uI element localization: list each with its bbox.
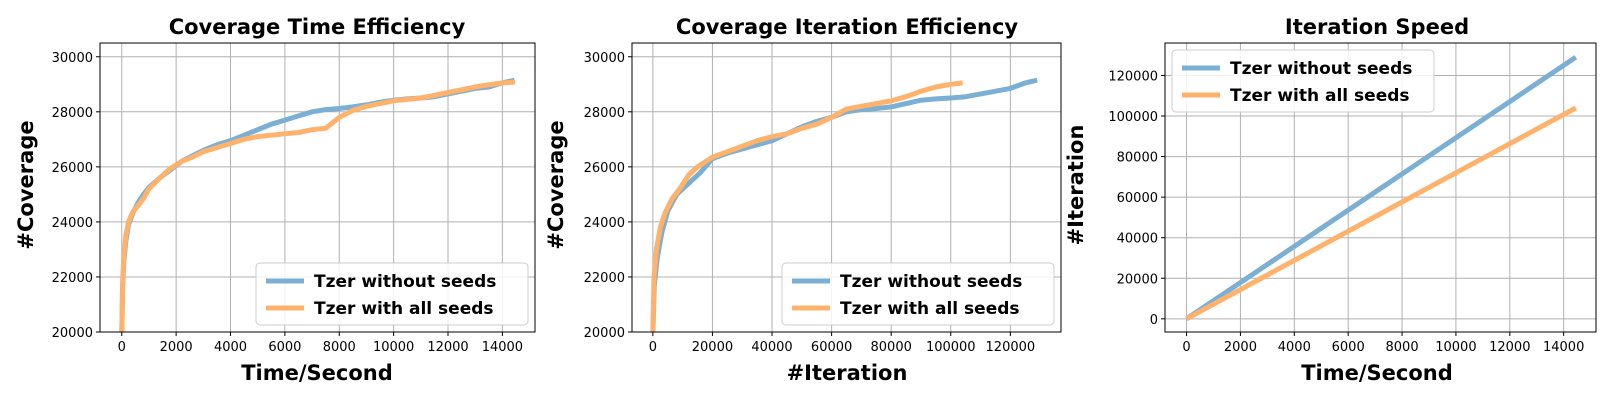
x-tick-label: 12000 [1489, 340, 1530, 355]
y-tick-label: 20000 [1117, 272, 1158, 287]
y-tick-label: 30000 [584, 51, 625, 66]
legend-label-1: Tzer without seeds [314, 272, 496, 292]
chart-title: Iteration Speed [1285, 15, 1469, 39]
y-tick-label: 26000 [584, 161, 625, 176]
legend-box [1171, 49, 1435, 113]
y-tick-label: 22000 [584, 271, 625, 286]
y-axis-label: #Coverage [544, 120, 568, 249]
y-tick-label: 28000 [584, 106, 625, 121]
legend-label-1: Tzer without seeds [1230, 59, 1412, 79]
chart-coverage-iteration: Coverage Iteration Efficiency #Iteration… [544, 15, 1062, 385]
y-tick-label: 120000 [1108, 69, 1158, 84]
y-tick-label: 20000 [584, 326, 625, 341]
chart-title: Coverage Time Efficiency [169, 15, 466, 39]
x-tick-label: 6000 [1332, 340, 1365, 355]
legend-label-2: Tzer with all seeds [314, 299, 494, 319]
x-axis-label: Time/Second [241, 361, 393, 385]
y-tick-label: 0 [1150, 313, 1158, 328]
legend-label-1: Tzer without seeds [840, 272, 1022, 292]
x-tick-label: 60000 [811, 340, 852, 355]
x-tick-label: 120000 [986, 340, 1036, 355]
series-line-2 [119, 79, 515, 332]
y-tick-label: 22000 [52, 271, 93, 286]
y-tick-label: 24000 [584, 216, 625, 231]
x-tick-label: 0 [1182, 340, 1190, 355]
y-tick-label: 28000 [52, 106, 93, 121]
series-line-2 [650, 80, 963, 332]
y-tick-label: 60000 [1117, 191, 1158, 206]
y-tick-label: 100000 [1108, 110, 1158, 125]
x-tick-label: 80000 [871, 340, 912, 355]
axes-frame [99, 42, 536, 333]
x-tick-label: 0 [118, 340, 126, 355]
x-tick-label: 8000 [323, 340, 356, 355]
axis-ticks: 0 20000 40000 60000 80000 100000 120000 20000 22… [584, 51, 1036, 355]
x-tick-label: 8000 [1386, 340, 1419, 355]
legend: Tzer without seeds Tzer with all seeds [1171, 49, 1435, 113]
legend-box [255, 262, 529, 326]
series-line-1 [1185, 55, 1578, 321]
y-tick-label: 30000 [52, 51, 93, 66]
x-tick-label: 14000 [1543, 340, 1584, 355]
y-axis-label: #Coverage [14, 120, 38, 249]
legend-label-2: Tzer with all seeds [1230, 86, 1410, 106]
x-tick-label: 2000 [1224, 340, 1257, 355]
x-axis-label: Time/Second [1301, 361, 1453, 385]
x-tick-label: 20000 [692, 340, 733, 355]
series-line-2 [1185, 105, 1577, 321]
y-tick-label: 80000 [1117, 151, 1158, 166]
x-tick-label: 40000 [751, 340, 792, 355]
x-tick-label: 0 [649, 340, 657, 355]
x-tick-label: 4000 [214, 340, 247, 355]
x-tick-label: 10000 [373, 340, 414, 355]
y-tick-label: 24000 [52, 216, 93, 231]
axes-frame [631, 42, 1062, 333]
x-tick-label: 12000 [427, 340, 468, 355]
chart-coverage-time: Coverage Time Efficiency Time/Second #Co… [14, 15, 536, 385]
legend: Tzer without seeds Tzer with all seeds [255, 262, 529, 326]
y-tick-label: 20000 [52, 326, 93, 341]
chart-iteration-speed: Iteration Speed Time/Second #Iteration 0… [1064, 15, 1597, 385]
axis-ticks: 0 2000 4000 6000 8000 10000 12000 14000 20000 220… [52, 51, 523, 355]
x-tick-label: 10000 [1435, 340, 1476, 355]
x-tick-label: 14000 [482, 340, 523, 355]
x-axis-label: #Iteration [787, 361, 908, 385]
axis-ticks: 0 2000 4000 6000 8000 10000 12000 14000 0 20000 40… [1108, 69, 1584, 355]
chart-title: Coverage Iteration Efficiency [676, 15, 1018, 39]
x-tick-label: 100000 [926, 340, 976, 355]
axes-frame [1164, 42, 1597, 333]
y-tick-label: 40000 [1117, 232, 1158, 247]
legend-label-2: Tzer with all seeds [840, 299, 1020, 319]
y-axis-label: #Iteration [1064, 125, 1088, 246]
x-tick-label: 4000 [1278, 340, 1311, 355]
x-tick-label: 2000 [160, 340, 193, 355]
legend-box [781, 262, 1055, 326]
y-tick-label: 26000 [52, 161, 93, 176]
x-tick-label: 6000 [268, 340, 301, 355]
legend: Tzer without seeds Tzer with all seeds [781, 262, 1055, 326]
